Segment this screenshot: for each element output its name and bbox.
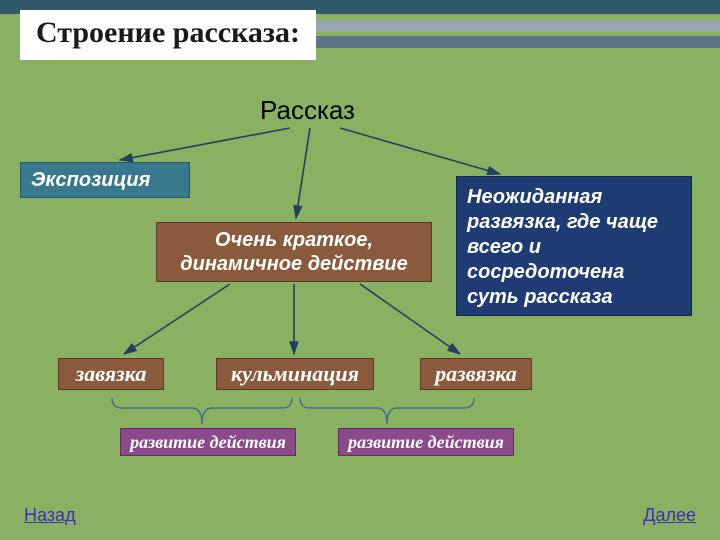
node-kulminacia: кульминация: [216, 358, 374, 390]
stripe-2: [250, 20, 720, 32]
node-exposition: Экспозиция: [20, 162, 190, 198]
node-zavyazka: завязка: [58, 358, 164, 390]
root-node: Рассказ: [260, 95, 355, 126]
node-razvyazka: развязка: [420, 358, 532, 390]
slide-title: Строение рассказа:: [20, 10, 316, 60]
nav-back-link[interactable]: Назад: [24, 505, 76, 526]
node-development-2: развитие действия: [338, 428, 514, 456]
node-unexpected: Неожиданная развязка, где чаще всего и с…: [456, 176, 692, 316]
node-development-1: развитие действия: [120, 428, 296, 456]
nav-next-link[interactable]: Далее: [643, 505, 696, 526]
stripe-3: [250, 36, 720, 48]
node-brief-action: Очень краткое, динамичное действие: [156, 222, 432, 282]
